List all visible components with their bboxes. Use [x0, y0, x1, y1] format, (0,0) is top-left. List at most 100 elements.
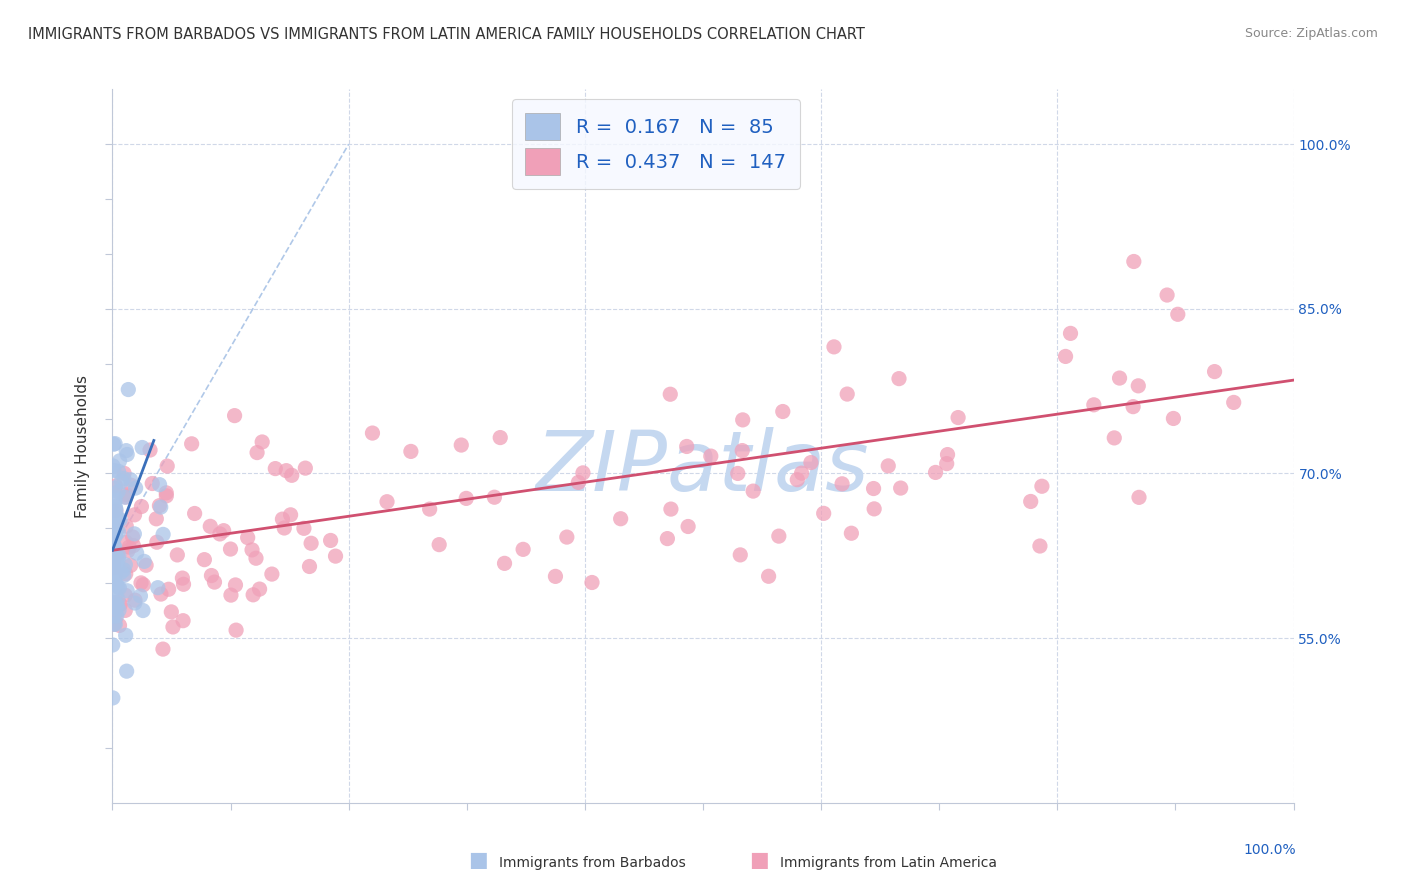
Point	[107, 551, 129, 566]
Point	[800, 456, 823, 470]
Point	[180, 437, 202, 451]
Point	[236, 531, 259, 545]
Point	[131, 500, 153, 514]
Point	[101, 638, 124, 652]
Point	[240, 542, 263, 557]
Point	[121, 530, 143, 544]
Point	[112, 471, 135, 485]
Point	[105, 547, 128, 561]
Point	[104, 515, 127, 529]
Point	[567, 475, 589, 490]
Point	[103, 537, 125, 551]
Point	[124, 593, 146, 607]
Point	[212, 524, 235, 538]
Point	[281, 468, 304, 483]
Point	[264, 461, 287, 475]
Point	[172, 614, 194, 628]
Point	[145, 512, 167, 526]
Point	[101, 458, 124, 473]
Legend: R =  0.167   N =  85, R =  0.437   N =  147: R = 0.167 N = 85, R = 0.437 N = 147	[512, 99, 800, 189]
Point	[104, 491, 127, 505]
Point	[104, 617, 127, 632]
Point	[823, 340, 845, 354]
Point	[105, 600, 128, 615]
Point	[108, 603, 131, 617]
Point	[183, 507, 205, 521]
Point	[1204, 365, 1226, 379]
Point	[118, 540, 141, 554]
Point	[101, 512, 124, 526]
Point	[103, 609, 125, 624]
Point	[768, 529, 790, 543]
Point	[450, 438, 472, 452]
Point	[101, 554, 124, 568]
Point	[103, 556, 125, 570]
Point	[103, 617, 125, 632]
Point	[1122, 254, 1144, 268]
Point	[108, 549, 131, 563]
Point	[101, 532, 124, 546]
Point	[200, 568, 222, 582]
Point	[107, 558, 129, 573]
Text: ■: ■	[749, 850, 769, 870]
Point	[104, 572, 127, 586]
Point	[105, 508, 128, 522]
Point	[224, 409, 246, 423]
Point	[427, 538, 450, 552]
Point	[156, 459, 179, 474]
Point	[1108, 371, 1130, 385]
Text: ■: ■	[468, 850, 488, 870]
Point	[146, 581, 169, 595]
Point	[103, 539, 125, 553]
Point	[657, 532, 679, 546]
Point	[103, 574, 125, 588]
Point	[141, 476, 163, 491]
Point	[489, 431, 512, 445]
Point	[157, 582, 180, 597]
Point	[1059, 326, 1081, 341]
Point	[139, 443, 162, 458]
Point	[103, 516, 125, 530]
Point	[863, 501, 886, 516]
Point	[107, 484, 129, 499]
Point	[104, 504, 127, 518]
Text: Source: ZipAtlas.com: Source: ZipAtlas.com	[1244, 27, 1378, 40]
Point	[110, 475, 132, 489]
Point	[114, 603, 136, 617]
Point	[250, 434, 273, 449]
Point	[105, 595, 128, 609]
Point	[114, 490, 136, 504]
Point	[790, 466, 813, 480]
Point	[117, 544, 139, 558]
Point	[160, 605, 183, 619]
Point	[512, 542, 534, 557]
Point	[273, 521, 295, 535]
Point	[112, 563, 135, 577]
Point	[146, 535, 169, 549]
Point	[246, 445, 269, 459]
Point	[120, 478, 142, 492]
Point	[115, 443, 138, 458]
Point	[946, 410, 969, 425]
Point	[104, 436, 127, 450]
Point	[101, 522, 124, 536]
Point	[1128, 379, 1150, 393]
Point	[104, 540, 127, 554]
Point	[124, 596, 146, 610]
Point	[125, 546, 148, 560]
Point	[375, 494, 398, 508]
Point	[924, 466, 946, 480]
Point	[242, 588, 264, 602]
Point	[103, 560, 125, 574]
Point	[104, 479, 127, 493]
Point	[730, 548, 752, 562]
Point	[107, 513, 129, 527]
Point	[742, 484, 765, 499]
Point	[108, 618, 131, 632]
Point	[731, 413, 754, 427]
Point	[104, 547, 127, 561]
Point	[104, 561, 127, 575]
Point	[115, 488, 138, 502]
Point	[104, 566, 127, 581]
Point	[1083, 398, 1105, 412]
